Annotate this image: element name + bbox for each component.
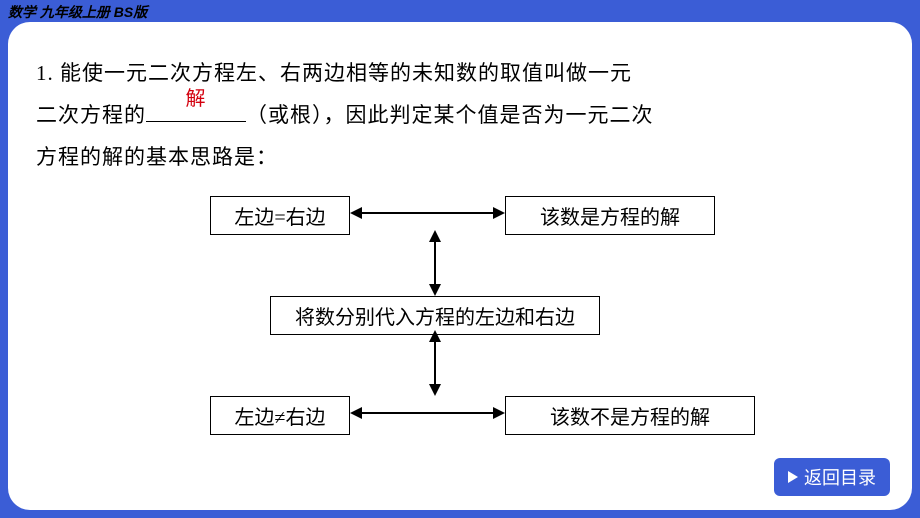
arrow-v: [150, 196, 770, 441]
play-icon: [788, 471, 798, 483]
fill-blank: 解: [146, 100, 246, 122]
question-line-2-pre: 二次方程的: [36, 103, 146, 127]
blank-answer: 解: [146, 79, 246, 119]
slide-card: 1. 能使一元二次方程左、右两边相等的未知数的取值叫做一元 二次方程的解（或根）…: [8, 22, 912, 510]
question-line-2-post: （或根），因此判定某个值是否为一元二次: [246, 103, 654, 127]
return-label: 返回目录: [804, 464, 876, 490]
page-header: 数学 九年级上册 BS版: [8, 2, 147, 22]
flowchart: 左边=右边该数是方程的解将数分别代入方程的左边和右边左边≠右边该数不是方程的解: [150, 196, 770, 441]
question-line-3: 方程的解的基本思路是：: [36, 145, 278, 169]
return-button[interactable]: 返回目录: [774, 458, 890, 496]
question-text: 1. 能使一元二次方程左、右两边相等的未知数的取值叫做一元 二次方程的解（或根）…: [36, 52, 884, 178]
question-number: 1.: [36, 61, 54, 85]
